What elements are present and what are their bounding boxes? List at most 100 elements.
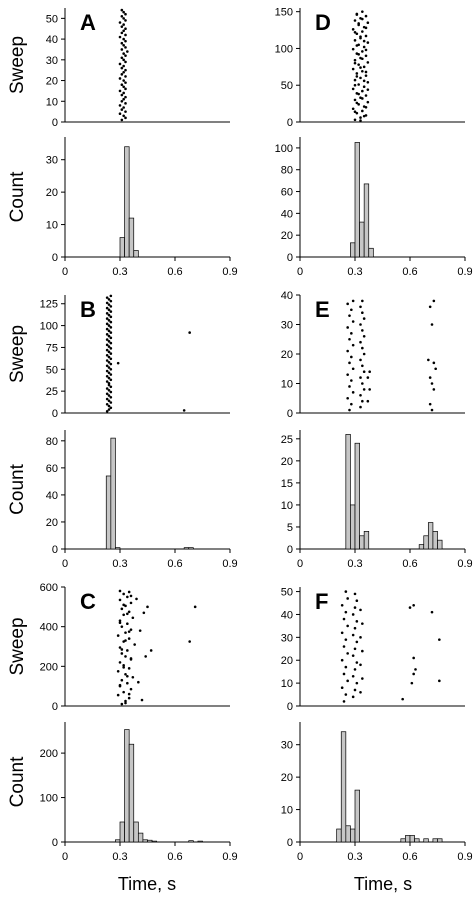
panel-e-histogram-bar bbox=[363, 531, 370, 550]
panel-a-raster-spike-dot bbox=[122, 10, 125, 14]
panel-a-raster-y-tick-label: 50 bbox=[46, 13, 58, 25]
panel-f-raster-spike-dot bbox=[355, 620, 359, 623]
panel-c-raster-spike-dot bbox=[129, 601, 133, 605]
panel-e-raster-spike-dot bbox=[361, 364, 364, 368]
panel-c-raster-spike-dot bbox=[122, 690, 125, 694]
panel-a-raster-spike-dot bbox=[124, 68, 127, 72]
panel-c-raster-y-tick-label: 0 bbox=[52, 701, 58, 713]
panel-c-raster-spike-dot bbox=[146, 605, 149, 609]
panel-d-histogram-y-tick-label: 80 bbox=[281, 165, 293, 177]
panel-f-raster-spike-dot bbox=[430, 610, 434, 614]
panel-d-raster-spike-dot bbox=[362, 65, 366, 69]
panel-c-raster-spike-dot bbox=[122, 603, 125, 607]
panel-a-raster-spike-dot bbox=[124, 46, 127, 49]
panel-d-raster-spike-dot bbox=[351, 28, 355, 31]
panel-b-raster-spike-dot bbox=[107, 340, 111, 343]
panel-d-raster-spike-dot bbox=[351, 67, 355, 71]
panel-c-raster-y-tick-label: 400 bbox=[40, 622, 58, 634]
panel-label-d: D bbox=[315, 10, 331, 35]
panel-f-histogram-bar bbox=[354, 789, 360, 843]
panel-b-raster-spike-dot bbox=[105, 359, 109, 362]
panel-d-histogram-x-tick-label: 0.9 bbox=[457, 266, 472, 278]
panel-c-histogram-bar bbox=[115, 839, 121, 843]
panel-c-histogram-bar bbox=[188, 840, 194, 843]
panel-e-raster-spike-dot bbox=[346, 326, 349, 329]
panel-e-histogram-y-tick-label: 25 bbox=[281, 434, 293, 446]
panel-e-raster-y-tick-label: 20 bbox=[281, 349, 293, 361]
panel-b-raster-spike-dot bbox=[107, 355, 111, 359]
panel-b-histogram-bar bbox=[188, 547, 194, 550]
panel-d-raster-spike-dot bbox=[355, 75, 359, 78]
panel-c-raster-spike-dot bbox=[118, 589, 122, 593]
panel-b-raster-spike-dot bbox=[105, 333, 109, 336]
panel-f-raster-spike-dot bbox=[355, 661, 359, 664]
panel-c-histogram-bar bbox=[147, 839, 153, 843]
panel-a-raster-spike-dot bbox=[122, 52, 125, 55]
panel-d-histogram-x-tick-label: 0.3 bbox=[347, 266, 362, 278]
panel-f-raster-spike-dot bbox=[438, 679, 441, 683]
panel-f-histogram-bar bbox=[409, 835, 415, 843]
panel-a-raster-spike-dot bbox=[124, 95, 127, 99]
panel-d-raster-spike-dot bbox=[364, 14, 368, 18]
panel-e-raster-spike-dot bbox=[346, 373, 349, 376]
panel-b-raster-spike-dot bbox=[105, 301, 109, 305]
panel-d-raster-spike-dot bbox=[366, 61, 370, 64]
panel-b-raster-spike-dot bbox=[109, 341, 113, 345]
panel-e-histogram-y-tick-label: 5 bbox=[287, 522, 293, 534]
panel-f-raster-spike-dot bbox=[361, 622, 364, 625]
panel-b-raster-spike-dot bbox=[105, 409, 109, 413]
panel-f-raster-spike-dot bbox=[414, 668, 417, 671]
panel-e-raster-spike-dot bbox=[359, 340, 362, 344]
panel-f-raster-spike-dot bbox=[351, 654, 355, 657]
panel-a-raster-spike-dot bbox=[118, 89, 122, 93]
panel-b-raster-spike-dot bbox=[105, 392, 109, 396]
panel-f-raster-spike-dot bbox=[355, 681, 359, 685]
panel-f-raster-spike-dot bbox=[353, 592, 357, 596]
panel-d-raster-spike-dot bbox=[364, 26, 368, 30]
panel-f-raster-spike-dot bbox=[340, 686, 344, 689]
panel-a-raster-spike-dot bbox=[124, 27, 127, 31]
panel-e-raster-spike-dot bbox=[350, 402, 353, 406]
panel-a-raster-spike-dot bbox=[120, 41, 124, 45]
panel-b-raster-spike-dot bbox=[109, 320, 113, 324]
panel-b-raster-spike-dot bbox=[109, 378, 113, 382]
panel-f-raster-spike-dot bbox=[342, 672, 346, 676]
panel-e-raster-spike-dot bbox=[428, 402, 432, 406]
panel-e-histogram-bar bbox=[423, 535, 429, 550]
panel-b-raster-spike-dot bbox=[105, 343, 109, 347]
panel-e-raster-spike-dot bbox=[428, 376, 432, 379]
panel-c-raster-spike-dot bbox=[129, 657, 133, 660]
panel-b-raster-spike-dot bbox=[107, 404, 111, 408]
panel-c-raster-spike-dot bbox=[129, 687, 133, 691]
panel-f-raster-spike-dot bbox=[342, 645, 346, 648]
panel-d-histogram-y-tick-label: 0 bbox=[287, 252, 293, 264]
panel-c-raster-spike-dot bbox=[118, 661, 122, 664]
panel-e-raster-spike-dot bbox=[361, 399, 364, 403]
panel-a-raster-spike-dot bbox=[124, 102, 127, 105]
panel-b-histogram-bar bbox=[110, 437, 116, 550]
panel-d-histogram-x-tick-label: 0.6 bbox=[402, 266, 417, 278]
panel-a-raster-spike-dot bbox=[122, 97, 125, 101]
panel-a-histogram-x-tick-label: 0 bbox=[62, 266, 68, 278]
panel-a-raster-spike-dot bbox=[124, 81, 127, 84]
panel-f-raster-y-tick-label: 40 bbox=[281, 609, 293, 621]
panel-c-raster-spike-dot bbox=[149, 649, 153, 652]
panel-a-raster-spike-dot bbox=[122, 70, 125, 74]
panel-c-raster-spike-dot bbox=[129, 594, 133, 598]
panel-c-histogram-bar bbox=[124, 729, 130, 843]
panel-d-raster-spike-dot bbox=[361, 30, 364, 33]
panel-f-raster-spike-dot bbox=[351, 613, 355, 616]
panel-a-raster-spike-dot bbox=[120, 83, 124, 86]
panel-f-histogram-x-tick-label: 0.3 bbox=[347, 851, 362, 863]
panel-f-raster-spike-dot bbox=[410, 681, 414, 685]
panel-a-raster-spike-dot bbox=[118, 104, 122, 107]
panel-c-raster-spike-dot bbox=[124, 655, 127, 658]
panel-d-raster-spike-dot bbox=[353, 98, 357, 102]
x-axis-label-right: Time, s bbox=[354, 874, 412, 894]
panel-f-raster-spike-dot bbox=[359, 608, 362, 612]
panel-f-raster-spike-dot bbox=[344, 638, 348, 641]
panel-a-raster-spike-dot bbox=[118, 21, 122, 24]
panel-f-raster-spike-dot bbox=[401, 697, 404, 701]
panel-d-raster-spike-dot bbox=[366, 21, 370, 25]
panel-a-raster-spike-dot bbox=[120, 99, 124, 103]
